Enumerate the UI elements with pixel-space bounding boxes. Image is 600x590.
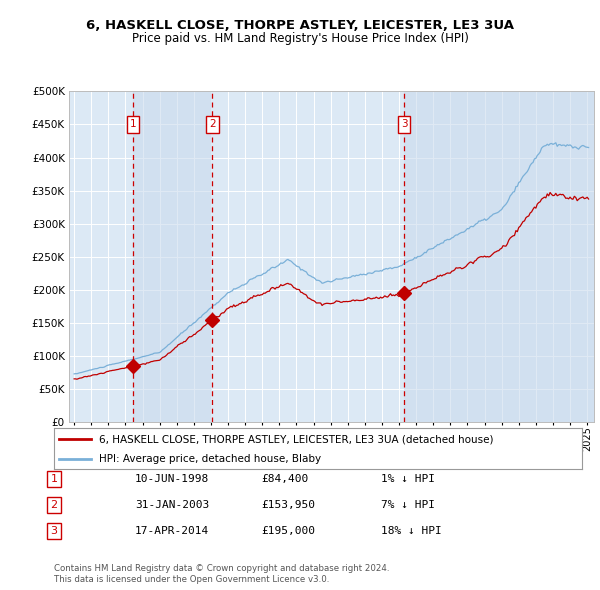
Text: This data is licensed under the Open Government Licence v3.0.: This data is licensed under the Open Gov… bbox=[54, 575, 329, 584]
Text: 10-JUN-1998: 10-JUN-1998 bbox=[135, 474, 209, 484]
Text: Contains HM Land Registry data © Crown copyright and database right 2024.: Contains HM Land Registry data © Crown c… bbox=[54, 565, 389, 573]
Text: 3: 3 bbox=[50, 526, 58, 536]
Text: 1% ↓ HPI: 1% ↓ HPI bbox=[381, 474, 435, 484]
Text: HPI: Average price, detached house, Blaby: HPI: Average price, detached house, Blab… bbox=[99, 454, 321, 464]
Text: 2: 2 bbox=[50, 500, 58, 510]
Bar bbox=[404, 91, 594, 422]
Text: Price paid vs. HM Land Registry's House Price Index (HPI): Price paid vs. HM Land Registry's House … bbox=[131, 32, 469, 45]
Text: 31-JAN-2003: 31-JAN-2003 bbox=[135, 500, 209, 510]
Text: £195,000: £195,000 bbox=[261, 526, 315, 536]
Text: 2: 2 bbox=[209, 120, 215, 129]
Text: 7% ↓ HPI: 7% ↓ HPI bbox=[381, 500, 435, 510]
Text: £153,950: £153,950 bbox=[261, 500, 315, 510]
Text: 1: 1 bbox=[130, 120, 136, 129]
Text: 18% ↓ HPI: 18% ↓ HPI bbox=[381, 526, 442, 536]
Text: 6, HASKELL CLOSE, THORPE ASTLEY, LEICESTER, LE3 3UA (detached house): 6, HASKELL CLOSE, THORPE ASTLEY, LEICEST… bbox=[99, 434, 493, 444]
Text: 17-APR-2014: 17-APR-2014 bbox=[135, 526, 209, 536]
Text: 1: 1 bbox=[50, 474, 58, 484]
Text: £84,400: £84,400 bbox=[261, 474, 308, 484]
Text: 3: 3 bbox=[401, 120, 407, 129]
Text: 6, HASKELL CLOSE, THORPE ASTLEY, LEICESTER, LE3 3UA: 6, HASKELL CLOSE, THORPE ASTLEY, LEICEST… bbox=[86, 19, 514, 32]
Bar bbox=[133, 91, 212, 422]
